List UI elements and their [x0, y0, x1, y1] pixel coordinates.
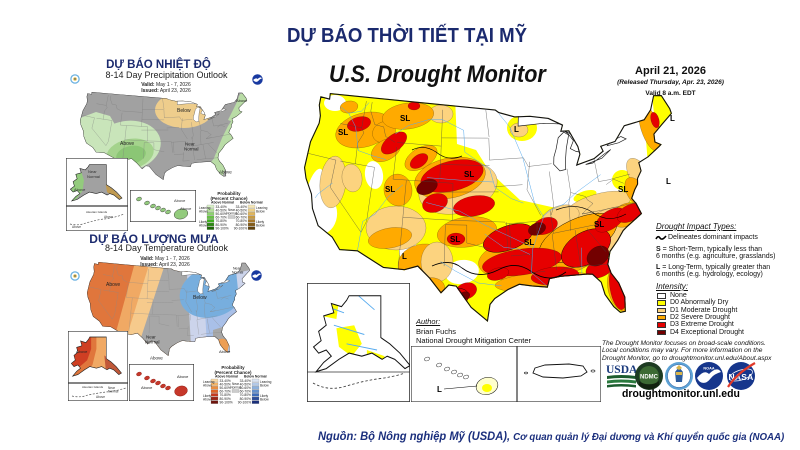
svg-text:Above: Above: [203, 384, 212, 388]
svg-text:70-80%: 70-80%: [220, 393, 231, 397]
svg-text:Normal: Normal: [145, 340, 160, 345]
svg-text:50-60%: 50-60%: [220, 386, 231, 390]
svg-text:NDMC: NDMC: [640, 375, 659, 381]
svg-text:L: L: [437, 385, 442, 394]
svg-text:Above: Above: [72, 225, 81, 229]
svg-text:90-100%: 90-100%: [216, 226, 229, 230]
svg-text:Aleutian Islands: Aleutian Islands: [82, 385, 104, 389]
svg-text:Near: Near: [233, 267, 241, 271]
svg-text:33-40%: 33-40%: [240, 379, 251, 383]
svg-text:Likely: Likely: [203, 394, 212, 398]
svg-text:33-40%: 33-40%: [216, 205, 227, 209]
svg-text:Leaning: Leaning: [256, 206, 268, 210]
svg-text:Below Normal: Below Normal: [244, 375, 267, 379]
svg-text:80-90%: 80-90%: [240, 397, 251, 401]
svg-text:Above: Above: [96, 395, 105, 399]
svg-text:80-90%: 80-90%: [236, 223, 247, 227]
svg-text:90-100%: 90-100%: [220, 400, 233, 404]
svg-text:Leaning: Leaning: [260, 380, 272, 384]
svg-text:Normal: Normal: [226, 212, 237, 216]
svg-text:Normal: Normal: [232, 271, 244, 275]
svg-text:90-100%: 90-100%: [238, 400, 251, 404]
svg-text:60-70%: 60-70%: [220, 390, 231, 394]
svg-text:60-70%: 60-70%: [236, 216, 247, 220]
svg-text:33-40%: 33-40%: [220, 379, 231, 383]
svg-text:Probability: Probability: [221, 365, 245, 370]
svg-text:Valid: May 1 - 7, 2026: Valid: May 1 - 7, 2026: [141, 82, 191, 88]
svg-text:80-90%: 80-90%: [220, 397, 231, 401]
svg-text:Aleutian Islands: Aleutian Islands: [86, 210, 108, 214]
svg-text:Below: Below: [193, 295, 207, 301]
svg-text:Near: Near: [108, 386, 116, 390]
svg-text:50-60%: 50-60%: [240, 386, 251, 390]
svg-text:40-50%: 40-50%: [236, 208, 247, 212]
svg-text:Above: Above: [104, 215, 113, 219]
svg-text:40-50%: 40-50%: [240, 382, 251, 386]
svg-text:Above: Above: [106, 282, 120, 288]
svg-text:Below Normal: Below Normal: [240, 201, 263, 205]
svg-text:USDA: USDA: [606, 364, 638, 376]
svg-text:Normal: Normal: [184, 147, 199, 152]
svg-text:Issued: April 23, 2026: Issued: April 23, 2026: [140, 262, 190, 268]
svg-text:Likely: Likely: [260, 394, 269, 398]
svg-text:Leaning: Leaning: [203, 380, 215, 384]
svg-text:33-40%: 33-40%: [236, 205, 247, 209]
svg-text:Above Normal: Above Normal: [215, 375, 238, 379]
svg-text:Near: Near: [228, 208, 236, 212]
svg-text:50-60%: 50-60%: [216, 212, 227, 216]
svg-text:(Percent Chance): (Percent Chance): [210, 196, 248, 201]
svg-text:Above: Above: [174, 198, 186, 203]
svg-text:Below: Below: [260, 398, 269, 402]
svg-text:Issued: April 23, 2026: Issued: April 23, 2026: [141, 88, 191, 94]
svg-text:90-100%: 90-100%: [234, 226, 247, 230]
svg-text:70-80%: 70-80%: [236, 219, 247, 223]
svg-text:Near: Near: [88, 169, 97, 174]
svg-text:NOAA: NOAA: [703, 367, 714, 371]
svg-text:60-70%: 60-70%: [240, 390, 251, 394]
svg-text:Below: Below: [256, 224, 265, 228]
svg-text:40-50%: 40-50%: [216, 208, 227, 212]
svg-text:Normal: Normal: [108, 390, 119, 394]
svg-text:Below: Below: [256, 210, 265, 214]
svg-text:Above: Above: [177, 374, 189, 379]
svg-text:Above: Above: [120, 141, 134, 147]
svg-text:Valid: May 1 - 7, 2026: Valid: May 1 - 7, 2026: [140, 256, 190, 262]
svg-text:80-90%: 80-90%: [216, 223, 227, 227]
svg-text:70-80%: 70-80%: [216, 219, 227, 223]
svg-text:Above: Above: [203, 398, 212, 402]
svg-text:Near: Near: [232, 382, 240, 386]
svg-text:Likely: Likely: [199, 220, 208, 224]
svg-text:(Percent Chance): (Percent Chance): [214, 370, 252, 375]
svg-text:Above: Above: [199, 224, 208, 228]
svg-text:Near: Near: [185, 142, 195, 147]
svg-text:Likely: Likely: [256, 220, 265, 224]
svg-text:Above: Above: [236, 98, 248, 103]
svg-text:Above Normal: Above Normal: [211, 201, 234, 205]
svg-text:Normal: Normal: [230, 386, 241, 390]
svg-text:Above: Above: [141, 385, 153, 390]
svg-text:60-70%: 60-70%: [216, 216, 227, 220]
svg-text:Above: Above: [199, 210, 208, 214]
svg-text:Above: Above: [219, 349, 231, 354]
svg-text:70-80%: 70-80%: [240, 393, 251, 397]
svg-text:40-50%: 40-50%: [220, 382, 231, 386]
svg-text:Below: Below: [260, 384, 269, 388]
svg-text:Probability: Probability: [217, 191, 241, 196]
svg-text:Above: Above: [76, 349, 88, 354]
svg-text:NASA: NASA: [729, 372, 754, 382]
svg-text:Above: Above: [150, 356, 163, 361]
svg-text:Below: Below: [177, 108, 191, 114]
svg-text:Normal: Normal: [87, 174, 100, 179]
svg-text:Above: Above: [74, 187, 86, 192]
svg-text:Leaning: Leaning: [199, 206, 211, 210]
svg-text:Near: Near: [146, 335, 156, 340]
svg-text:50-60%: 50-60%: [236, 212, 247, 216]
svg-text:Above: Above: [180, 206, 192, 211]
svg-text:Above: Above: [219, 170, 232, 175]
